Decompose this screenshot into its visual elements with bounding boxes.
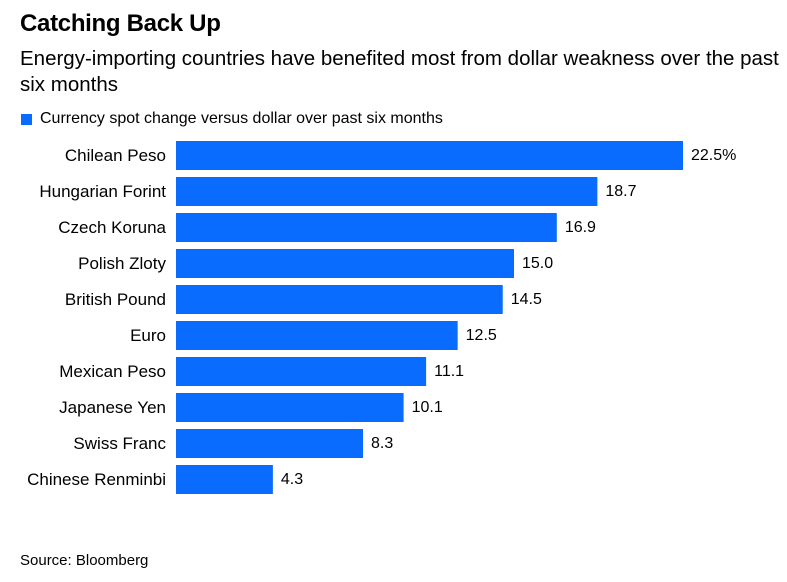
chart-subtitle: Energy-importing countries have benefite… — [20, 47, 779, 96]
bar — [176, 177, 598, 206]
category-label: Mexican Peso — [59, 362, 166, 381]
legend-swatch — [21, 113, 32, 125]
bar — [176, 393, 404, 422]
legend: Currency spot change versus dollar over … — [21, 110, 443, 128]
value-label: 18.7 — [605, 183, 636, 200]
bar — [176, 465, 273, 494]
category-label: Polish Zloty — [78, 254, 166, 273]
value-label: 4.3 — [281, 471, 303, 488]
bar — [176, 429, 364, 458]
category-label: Japanese Yen — [59, 398, 166, 417]
value-label: 16.9 — [565, 219, 596, 236]
bar — [176, 213, 557, 242]
category-label: Swiss Franc — [73, 434, 166, 453]
bar — [176, 285, 503, 314]
bar — [176, 357, 427, 386]
chart-title: Catching Back Up — [20, 10, 221, 37]
category-label: Chilean Peso — [65, 146, 166, 165]
bar — [176, 141, 683, 170]
value-label: 8.3 — [371, 435, 393, 452]
value-label: 12.5 — [466, 327, 497, 344]
value-label: 11.1 — [434, 363, 464, 380]
legend-label: Currency spot change versus dollar over … — [40, 110, 443, 127]
value-label: 22.5% — [691, 147, 736, 164]
category-label: British Pound — [65, 290, 166, 309]
value-label: 10.1 — [412, 399, 443, 416]
bar — [176, 321, 458, 350]
value-label: 14.5 — [511, 291, 542, 308]
bar — [176, 249, 514, 278]
category-label: Hungarian Forint — [39, 182, 166, 201]
source-note: Source: Bloomberg — [20, 552, 149, 569]
category-label: Euro — [130, 326, 166, 345]
bar-chart: Chilean Peso 22.5% Hungarian Forint 18.7 Cze… — [27, 141, 736, 494]
category-label: Czech Koruna — [58, 218, 166, 237]
category-label: Chinese Renminbi — [27, 470, 166, 489]
value-label: 15.0 — [522, 255, 553, 272]
